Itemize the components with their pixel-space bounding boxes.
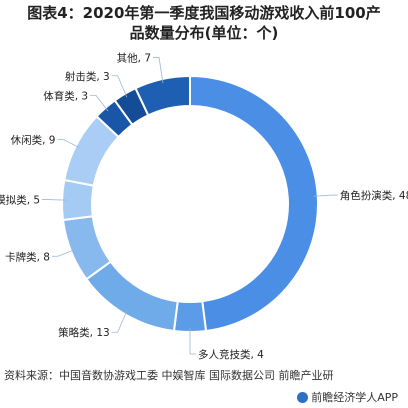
leader-line-9 [153, 57, 164, 84]
data-label-3: 策略类, 13 [58, 326, 110, 339]
data-label-1: 角色扮演类, 48 [340, 189, 408, 202]
slice-9 [134, 74, 191, 117]
leader-line-8 [111, 75, 128, 98]
data-labels: 角色扮演类, 48 多人竞技类, 4 策略类, 13 卡牌类, 8 模拟类, 5 休闲类,… [0, 51, 408, 361]
chart-title-line2: 品数量分布(单位：个) [129, 24, 279, 42]
leader-line-7 [90, 95, 109, 112]
slice-2 [172, 300, 208, 333]
leader-line-3 [111, 310, 128, 333]
source-note: 资料来源：中国音数协游戏工委 中娱智库 国际数据公司 前瞻产业研 [4, 369, 334, 382]
data-label-9: 其他, 7 [117, 51, 151, 64]
leader-line-1 [313, 194, 338, 197]
brand-name: 前瞻经济学人APP [311, 391, 398, 404]
brand-credit: 前瞻经济学人APP [297, 389, 398, 405]
slice-5 [61, 178, 95, 222]
leader-line-5 [42, 199, 67, 201]
data-label-8: 射击类, 3 [65, 70, 110, 83]
leader-line-6 [57, 139, 80, 149]
data-label-4: 卡牌类, 8 [5, 250, 50, 263]
slice-1 [189, 74, 319, 333]
data-label-5: 模拟类, 5 [0, 194, 40, 207]
data-label-2: 多人竞技类, 4 [198, 348, 264, 361]
leader-line-4 [51, 249, 75, 257]
chart-title: 图表4：2020年第一季度我国移动游戏收入前100产 品数量分布(单位：个) [0, 3, 408, 43]
slice-3 [85, 260, 179, 333]
chart-title-line1: 图表4：2020年第一季度我国移动游戏收入前100产 [27, 4, 381, 22]
brand-logo-icon [297, 391, 309, 403]
leader-line-2 [189, 328, 196, 355]
data-label-7: 体育类, 3 [43, 89, 88, 102]
leader-lines [42, 57, 338, 355]
donut-slices [61, 74, 319, 333]
data-label-6: 休闲类, 9 [11, 134, 56, 147]
